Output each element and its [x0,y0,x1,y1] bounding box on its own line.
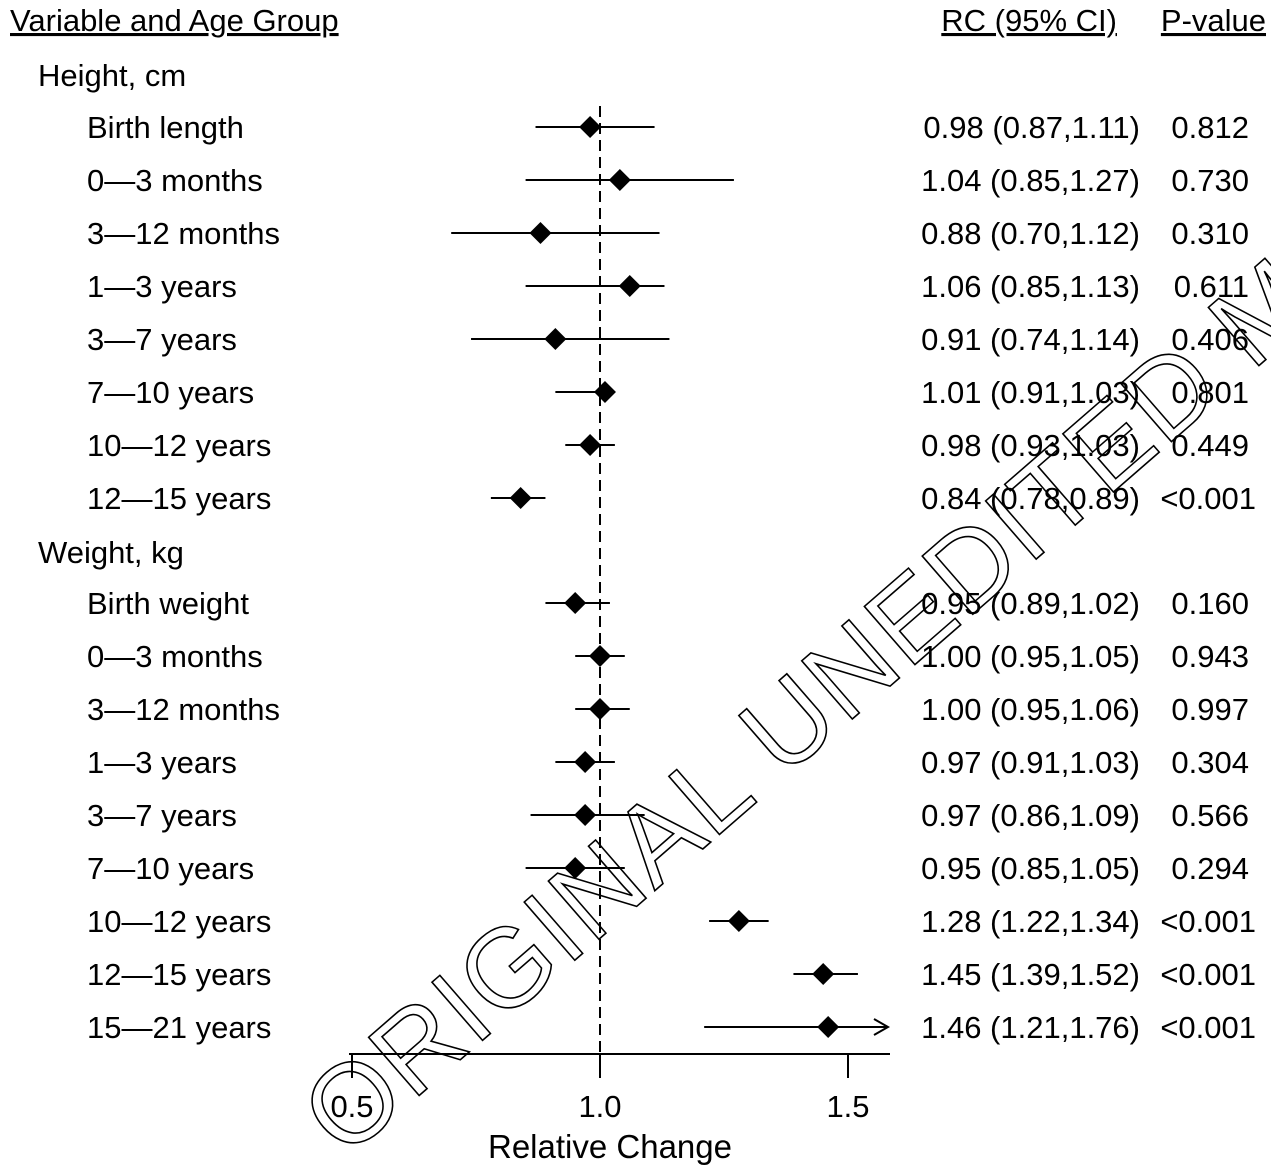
point-estimate [727,910,750,932]
estimate-text: 0.84 (0.78,0.89) [921,481,1140,516]
estimate-text: 0.95 (0.89,1.02) [921,586,1140,621]
row-label: 12—15 years [87,957,271,992]
forest-row: 0—3 months 1.00 (0.95,1.05) 0.943 [87,639,1249,674]
forest-row: 3—12 months 0.88 (0.70,1.12) 0.310 [87,216,1249,251]
point-estimate [574,804,597,826]
forest-row: Birth length 0.98 (0.87,1.11) 0.812 [87,110,1249,145]
estimate-text: 1.01 (0.91,1.03) [921,375,1140,410]
forest-row: 7—10 years 0.95 (0.85,1.05) 0.294 [87,851,1249,886]
point-estimate [509,487,532,509]
pvalue-text: 0.449 [1171,428,1249,463]
estimate-text: 0.97 (0.91,1.03) [921,745,1140,780]
row-label: 0—3 months [87,639,263,674]
estimate-text: 0.97 (0.86,1.09) [921,798,1140,833]
estimate-text: 0.98 (0.93,1.03) [921,428,1140,463]
row-label: 10—12 years [87,428,271,463]
row-label: 3—12 months [87,216,280,251]
row-label: 1—3 years [87,745,237,780]
forest-row: 10—12 years 1.28 (1.22,1.34) <0.001 [87,904,1256,939]
row-label: Birth weight [87,586,249,621]
forest-row: 0—3 months 1.04 (0.85,1.27) 0.730 [87,163,1249,198]
column-headers: Variable and Age Group RC (95% CI) P-value [10,3,1266,38]
group-heading: Height, cm [38,58,186,93]
estimate-text: 1.06 (0.85,1.13) [921,269,1140,304]
row-label: 3—7 years [87,798,237,833]
pvalue-text: <0.001 [1160,481,1256,516]
forest-row: 15—21 years 1.46 (1.21,1.76) <0.001 [87,1010,1256,1045]
estimate-text: 1.00 (0.95,1.06) [921,692,1140,727]
x-axis: 0.5 1.0 1.5 Relative Change [330,106,890,1165]
point-estimate [564,592,587,614]
header-pvalue: P-value [1161,3,1266,38]
forest-row: 1—3 years 0.97 (0.91,1.03) 0.304 [87,745,1249,780]
forest-row: 12—15 years 1.45 (1.39,1.52) <0.001 [87,957,1256,992]
estimate-text: 1.46 (1.21,1.76) [921,1010,1140,1045]
header-variable: Variable and Age Group [10,3,339,38]
pvalue-text: 0.310 [1171,216,1249,251]
estimate-text: 1.28 (1.22,1.34) [921,904,1140,939]
pvalue-text: 0.812 [1171,110,1249,145]
pvalue-text: 0.997 [1171,692,1249,727]
forest-row: 3—7 years 0.91 (0.74,1.14) 0.406 [87,322,1249,357]
point-estimate [574,751,597,773]
ci-arrow-icon [873,1018,891,1036]
forest-row: 3—7 years 0.97 (0.86,1.09) 0.566 [87,798,1249,833]
pvalue-text: 0.801 [1171,375,1249,410]
row-label: 0—3 months [87,163,263,198]
x-tick-label: 1.0 [578,1089,621,1124]
forest-row: 1—3 years 1.06 (0.85,1.13) 0.611 [87,269,1249,304]
row-label: 10—12 years [87,904,271,939]
forest-row: Birth weight 0.95 (0.89,1.02) 0.160 [87,586,1249,621]
header-estimate: RC (95% CI) [941,3,1117,38]
point-estimate [564,857,587,879]
row-label: 7—10 years [87,851,254,886]
estimate-text: 1.04 (0.85,1.27) [921,163,1140,198]
forest-row: 7—10 years 1.01 (0.91,1.03) 0.801 [87,375,1249,410]
x-axis-label: Relative Change [488,1128,732,1165]
pvalue-text: 0.943 [1171,639,1249,674]
estimate-text: 1.45 (1.39,1.52) [921,957,1140,992]
x-tick-label: 1.5 [826,1089,869,1124]
point-estimate [593,381,616,403]
pvalue-text: 0.611 [1174,269,1249,304]
point-estimate [529,222,552,244]
forest-row: 10—12 years 0.98 (0.93,1.03) 0.449 [87,428,1249,463]
row-label: 3—7 years [87,322,237,357]
forest-row: 3—12 months 1.00 (0.95,1.06) 0.997 [87,692,1249,727]
point-estimate [812,963,835,985]
row-label: 1—3 years [87,269,237,304]
point-estimate [579,434,602,456]
pvalue-text: 0.566 [1171,798,1249,833]
estimate-text: 0.88 (0.70,1.12) [921,216,1140,251]
plot-rows: Height, cm Birth length 0.98 (0.87,1.11) 0.… [38,58,1256,1045]
point-estimate [579,116,602,138]
row-label: 7—10 years [87,375,254,410]
pvalue-text: <0.001 [1160,1010,1256,1045]
x-tick-label: 0.5 [330,1089,373,1124]
estimate-text: 0.95 (0.85,1.05) [921,851,1140,886]
point-estimate [544,328,567,350]
estimate-text: 0.98 (0.87,1.11) [923,110,1140,145]
pvalue-text: 0.304 [1171,745,1249,780]
row-label: 12—15 years [87,481,271,516]
pvalue-text: 0.730 [1171,163,1249,198]
point-estimate [618,275,641,297]
group-heading: Weight, kg [38,535,184,570]
pvalue-text: 0.294 [1171,851,1249,886]
pvalue-text: 0.160 [1171,586,1249,621]
forest-row: 12—15 years 0.84 (0.78,0.89) <0.001 [87,481,1256,516]
estimate-text: 1.00 (0.95,1.05) [921,639,1140,674]
pvalue-text: 0.406 [1171,322,1249,357]
point-estimate [817,1016,840,1038]
point-estimate [608,169,631,191]
estimate-text: 0.91 (0.74,1.14) [921,322,1140,357]
row-label: Birth length [87,110,244,145]
pvalue-text: <0.001 [1160,957,1256,992]
row-label: 3—12 months [87,692,280,727]
row-label: 15—21 years [87,1010,271,1045]
pvalue-text: <0.001 [1160,904,1256,939]
